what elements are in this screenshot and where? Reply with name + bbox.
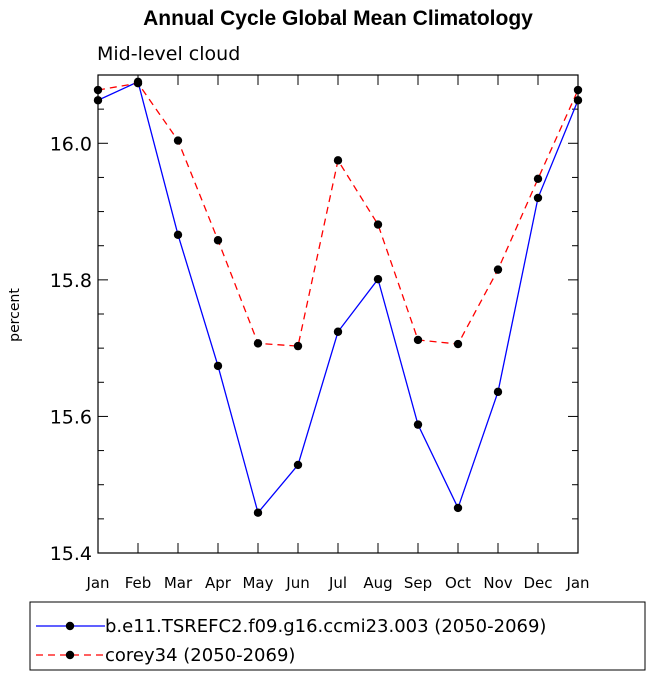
series-1-point [173,230,183,239]
y-tick-labels: 15.4 15.6 15.8 16.0 [50,133,92,565]
series-1-point [453,503,463,513]
series-lines [97,80,579,515]
series-1-point [293,460,303,470]
y-tick-label: 16.0 [50,133,92,155]
series-2-point [413,335,423,345]
series-2-point [93,85,103,95]
series-2-point [453,339,463,349]
legend-label-2: corey34 (2050-2069) [105,645,295,666]
x-tick-label: Sep [404,574,432,592]
x-tick-label: Jan [85,574,109,592]
legend-box [29,601,646,671]
x-tick-label: Aug [363,574,392,592]
y-axis-label: percent [7,288,23,342]
series-2-point [373,220,383,229]
legend: b.e11.TSREFC2.f09.g16.ccmi23.003 (2050-2… [36,616,546,666]
legend-label-1: b.e11.TSREFC2.f09.g16.ccmi23.003 (2050-2… [105,616,546,637]
x-tick-label: Mar [164,574,193,592]
series-2-point [173,136,183,145]
series-2-point [493,265,503,274]
x-tick-label: Jun [285,574,309,592]
series-2-point [573,85,583,95]
x-tick-label: Feb [125,574,152,592]
x-tick-label: Nov [483,574,512,592]
x-tick-label: Jul [328,574,347,592]
axis-ticks [97,74,579,554]
chart-title: Annual Cycle Global Mean Climatology [143,7,533,30]
y-tick-label: 15.6 [50,406,92,428]
legend-marker-2 [65,650,75,660]
series-1-point [213,361,223,371]
series-1-point [93,96,103,105]
series-line-1 [97,80,579,515]
series-markers [93,77,583,517]
x-tick-label: Oct [445,574,471,592]
legend-marker-1 [65,621,75,631]
series-1-point [573,96,583,105]
x-tick-label: Dec [523,574,552,592]
chart-subtitle: Mid-level cloud [97,43,240,65]
series-line-2 [97,82,579,347]
x-tick-label: Jan [565,574,589,592]
series-2-point [213,236,223,245]
series-1-point [333,327,343,336]
series-1-point [373,274,383,284]
series-2-point [333,156,343,165]
y-tick-label: 15.8 [50,270,92,292]
series-2-point [533,174,543,183]
series-1-point [533,193,543,203]
series-2-point [253,339,263,348]
x-tick-labels: Jan Feb Mar Apr May Jun Jul Aug Sep Oct Nov Dec Jan [85,574,589,592]
series-2-point [293,341,303,351]
x-tick-label: May [242,574,273,592]
x-tick-label: Apr [205,574,232,592]
series-1-point [493,387,503,397]
series-2-point [133,78,143,88]
y-tick-label: 15.4 [50,543,92,565]
series-1-point [413,420,423,429]
plot-frame [97,74,579,554]
series-1-point [253,508,263,517]
